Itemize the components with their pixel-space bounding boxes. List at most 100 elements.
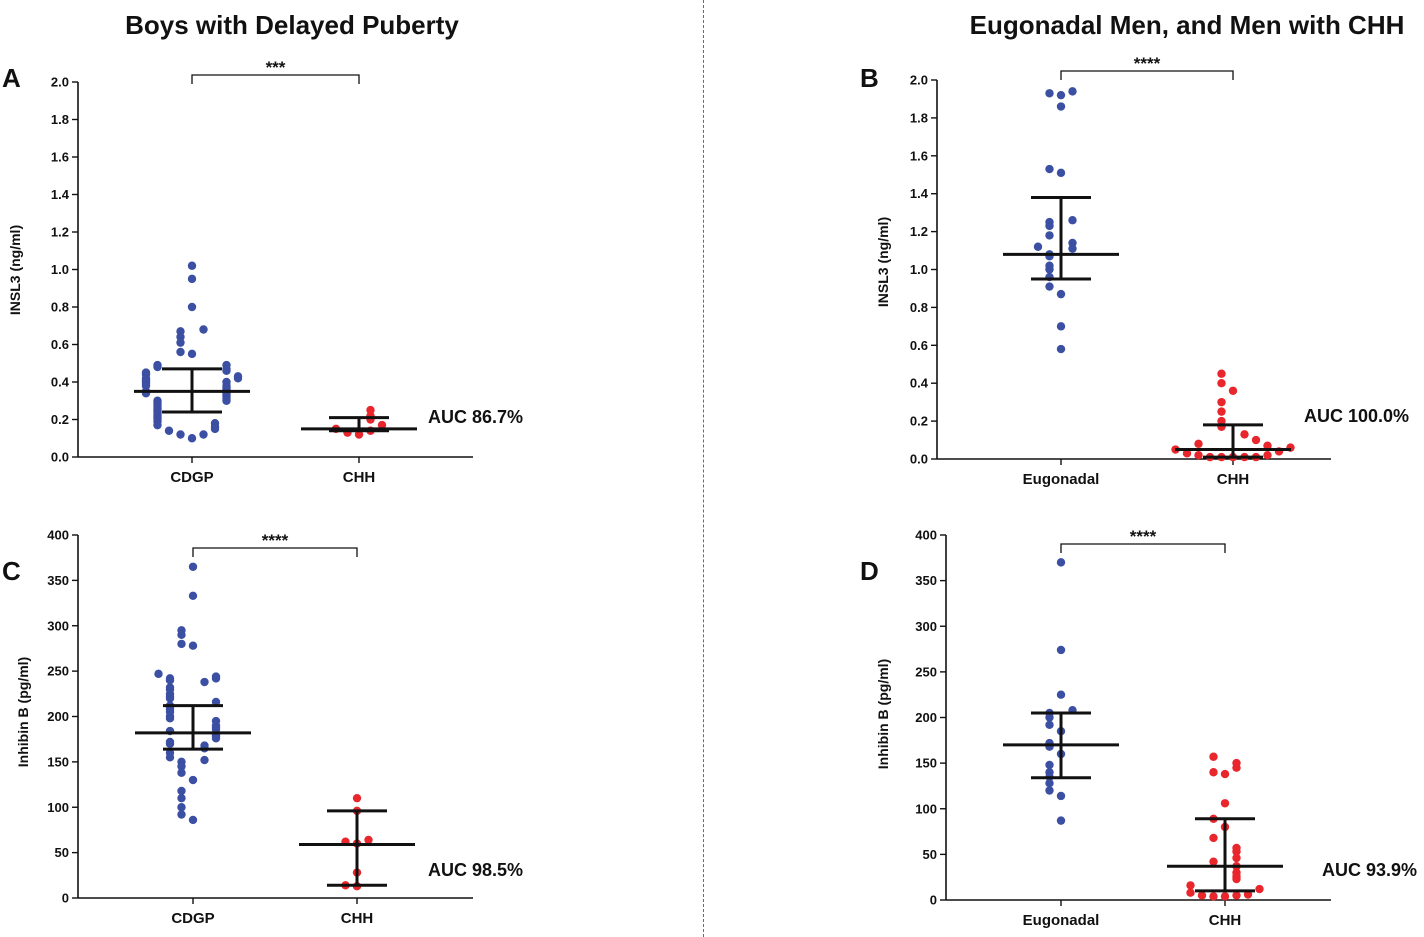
eugonadal-point [1033,242,1043,251]
eugonadal-point [1045,89,1054,98]
y-tick-label: 0.8 [910,300,928,315]
y-tick-label: 1.0 [51,262,69,277]
y-axis-label: INSL3 (ng/ml) [875,217,891,307]
cdgp-point [200,677,209,687]
chh-point [1217,407,1226,416]
x-tick-label: CDGP [171,910,214,927]
y-tick-label: 0.4 [51,375,70,390]
eugonadal-point [1045,779,1054,788]
cdgp-point [164,426,174,435]
y-tick-label: 300 [915,619,937,634]
chh-point [1220,799,1230,808]
panel-label-c: C [2,556,21,586]
cdgp-point [211,674,221,683]
chh-point [364,835,373,845]
auc-label: AUC 98.5% [428,860,523,880]
left-column-title: Boys with Delayed Puberty [125,10,459,40]
cdgp-point [165,753,175,762]
chh-point [377,420,387,430]
eugonadal-point [1045,221,1054,231]
chh-point [1217,369,1226,378]
y-tick-label: 400 [47,528,69,543]
y-tick-label: 2.0 [910,73,928,88]
y-tick-label: 1.4 [910,186,929,201]
eugonadal-point [1056,322,1066,331]
y-tick-label: 0 [930,893,937,908]
right-column-title: Eugonadal Men, and Men with CHH [969,10,1405,40]
chh-point [1251,435,1261,445]
x-tick-label: Eugonadal [1023,471,1100,488]
eugonadal-point [1056,645,1066,655]
y-tick-label: 400 [915,528,937,543]
y-tick-label: 50 [923,847,937,862]
significance-label: **** [1130,527,1157,546]
eugonadal-point [1056,816,1066,825]
cdgp-point [176,430,185,439]
chh-point [1232,891,1241,900]
chh-point [1232,853,1241,863]
auc-label: AUC 93.9% [1322,860,1417,880]
y-tick-label: 300 [47,618,69,633]
cdgp-point [188,591,198,601]
significance-bracket [191,74,360,84]
chh-point [1197,891,1207,900]
panel-b: 0.0 0.2 0.4 0.6 0.8 1.0 1.2 1.4 1.6 1.8 2.0 INSL3 (… [875,54,1409,488]
y-tick-label: 1.6 [51,150,69,165]
eugonadal-point [1056,289,1066,299]
chh-point [1243,890,1253,899]
cdgp-point [200,755,209,765]
chh-point [1209,752,1218,761]
y-tick-label: 50 [55,845,69,860]
cdgp-point [199,430,208,439]
panel-label-a: A [2,63,21,93]
chh-point [1263,451,1272,460]
cdgp-point [177,793,186,803]
y-tick-label: 100 [47,800,69,815]
cdgp-point [210,424,220,434]
y-tick-label: 2.0 [51,75,69,90]
significance-bracket [1060,543,1226,553]
cdgp-point [187,349,197,359]
y-tick-label: 1.8 [910,110,928,125]
eugonadal-point [1045,265,1054,274]
y-tick-label: 1.8 [51,112,69,127]
chh-point [1194,439,1203,449]
cdgp-point [165,714,175,723]
cdgp-point [187,261,197,270]
y-tick-label: 0.0 [51,450,69,465]
y-axis-label: Inhibin B (pg/ml) [875,659,891,769]
chh-point [1209,892,1218,901]
cdgp-point [188,775,198,785]
panel-d: 0 50 100 150 200 250 300 350 400 Inhibin B (pg/ml… [875,527,1417,929]
eugonadal-point [1056,791,1066,801]
y-tick-label: 200 [47,709,69,724]
significance-label: **** [1134,54,1161,73]
chh-point [1209,857,1218,866]
chh-point [1217,379,1226,388]
eugonadal-point [1045,231,1054,240]
significance-label: *** [266,58,286,77]
cdgp-point [211,697,221,707]
y-tick-label: 1.2 [51,225,69,240]
significance-label: **** [262,531,289,550]
chh-point [1220,892,1230,901]
auc-label: AUC 86.7% [428,407,523,427]
eugonadal-point [1068,87,1077,96]
eugonadal-point [1056,90,1066,100]
cdgp-point [233,374,243,383]
y-tick-label: 0 [62,891,69,906]
cdgp-point [176,338,185,347]
eugonadal-point [1045,282,1054,291]
eugonadal-point [1056,558,1066,567]
y-tick-label: 0.2 [51,412,69,427]
y-tick-label: 200 [915,710,937,725]
chh-point [1240,430,1249,439]
cdgp-point [187,302,197,312]
chh-point [1232,847,1241,856]
cdgp-point [153,420,162,430]
cdgp-point [177,803,186,812]
eugonadal-point [1056,690,1066,699]
chh-point [1228,386,1238,395]
cdgp-point [222,366,231,375]
